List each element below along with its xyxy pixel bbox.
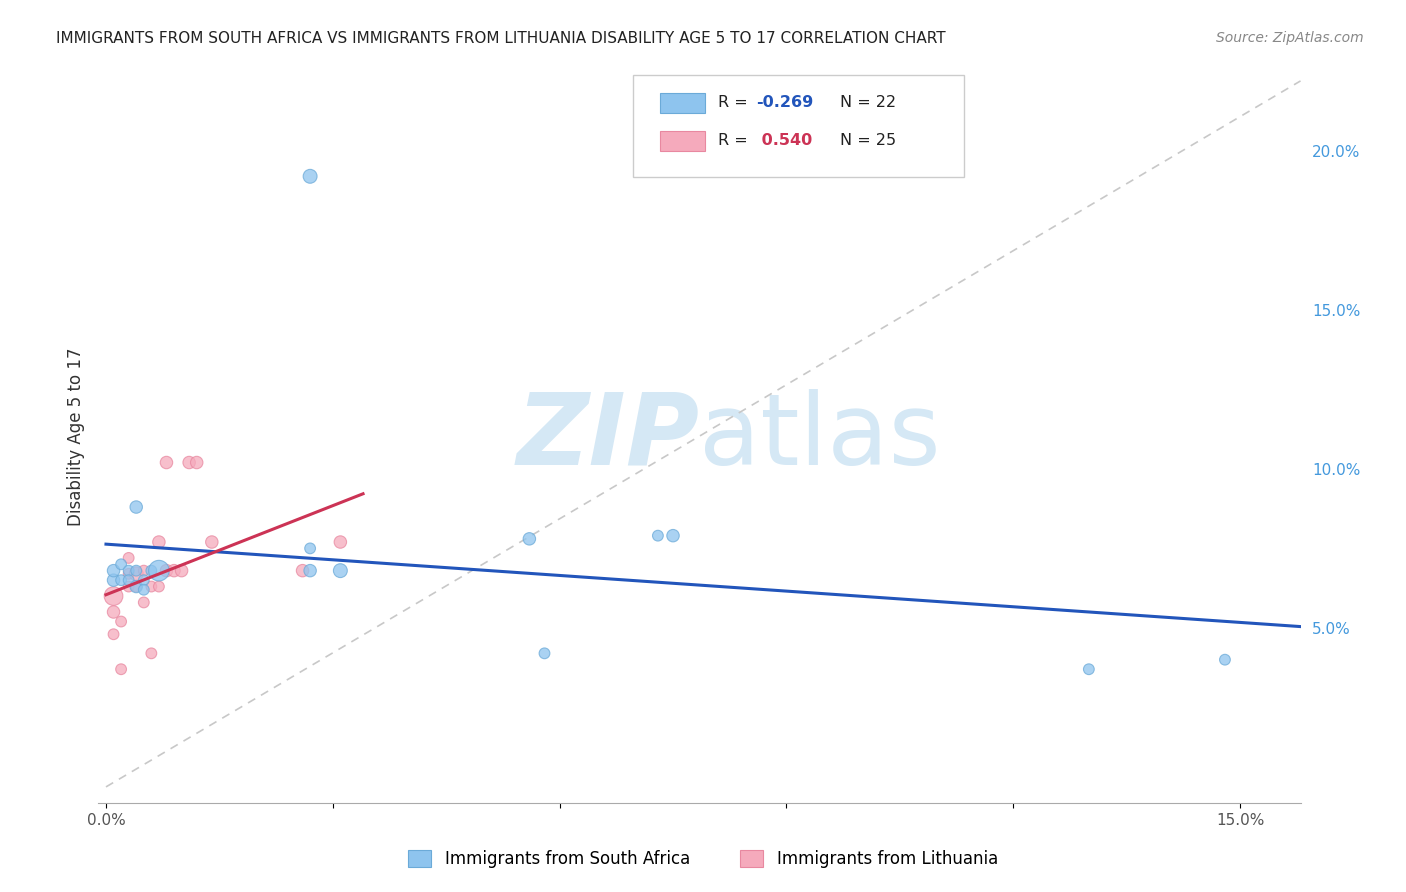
Point <box>103 589 125 603</box>
Point <box>125 500 148 514</box>
Legend: Immigrants from South Africa, Immigrants from Lithuania: Immigrants from South Africa, Immigrants… <box>402 843 1004 875</box>
Point <box>1077 662 1099 676</box>
Point <box>201 535 224 549</box>
Text: ZIP: ZIP <box>516 389 700 485</box>
FancyBboxPatch shape <box>659 93 706 113</box>
Point <box>170 564 193 578</box>
Point <box>132 564 155 578</box>
Point <box>299 564 322 578</box>
Point <box>110 662 132 676</box>
Text: N = 22: N = 22 <box>841 95 896 111</box>
Point <box>103 573 125 587</box>
Point <box>118 564 141 578</box>
Point <box>329 564 352 578</box>
Point <box>141 646 163 660</box>
Text: 0.540: 0.540 <box>756 133 813 148</box>
Point <box>125 580 148 594</box>
Point <box>141 564 163 578</box>
Point <box>125 566 148 581</box>
Point <box>179 456 201 470</box>
Point <box>110 615 132 629</box>
Point <box>141 580 163 594</box>
Point <box>148 580 170 594</box>
FancyBboxPatch shape <box>633 75 965 178</box>
Text: N = 25: N = 25 <box>841 133 896 148</box>
Point <box>125 564 148 578</box>
Point <box>662 529 685 543</box>
Point <box>118 573 141 587</box>
Point <box>118 550 141 565</box>
FancyBboxPatch shape <box>659 130 706 151</box>
Point <box>110 573 132 587</box>
Point <box>103 564 125 578</box>
Point <box>125 580 148 594</box>
Point <box>118 580 141 594</box>
Text: -0.269: -0.269 <box>756 95 813 111</box>
Text: Source: ZipAtlas.com: Source: ZipAtlas.com <box>1216 31 1364 45</box>
Point <box>110 558 132 572</box>
Point <box>1213 653 1236 667</box>
Text: IMMIGRANTS FROM SOUTH AFRICA VS IMMIGRANTS FROM LITHUANIA DISABILITY AGE 5 TO 17: IMMIGRANTS FROM SOUTH AFRICA VS IMMIGRAN… <box>56 31 946 46</box>
Point <box>186 456 208 470</box>
Text: R =: R = <box>717 133 752 148</box>
Point <box>533 646 555 660</box>
Y-axis label: Disability Age 5 to 17: Disability Age 5 to 17 <box>66 348 84 526</box>
Point <box>118 566 141 581</box>
Text: R =: R = <box>717 95 752 111</box>
Point <box>155 564 177 578</box>
Point <box>148 564 170 578</box>
Point <box>519 532 541 546</box>
Point <box>148 535 170 549</box>
Point <box>647 529 669 543</box>
Point <box>299 169 322 184</box>
Text: atlas: atlas <box>700 389 941 485</box>
Point <box>291 564 314 578</box>
Point <box>329 535 352 549</box>
Point <box>132 595 155 609</box>
Point <box>132 582 155 597</box>
Point <box>163 564 186 578</box>
Point <box>155 456 177 470</box>
Point <box>103 605 125 619</box>
Point <box>103 627 125 641</box>
Point <box>299 541 322 556</box>
Point <box>132 573 155 587</box>
